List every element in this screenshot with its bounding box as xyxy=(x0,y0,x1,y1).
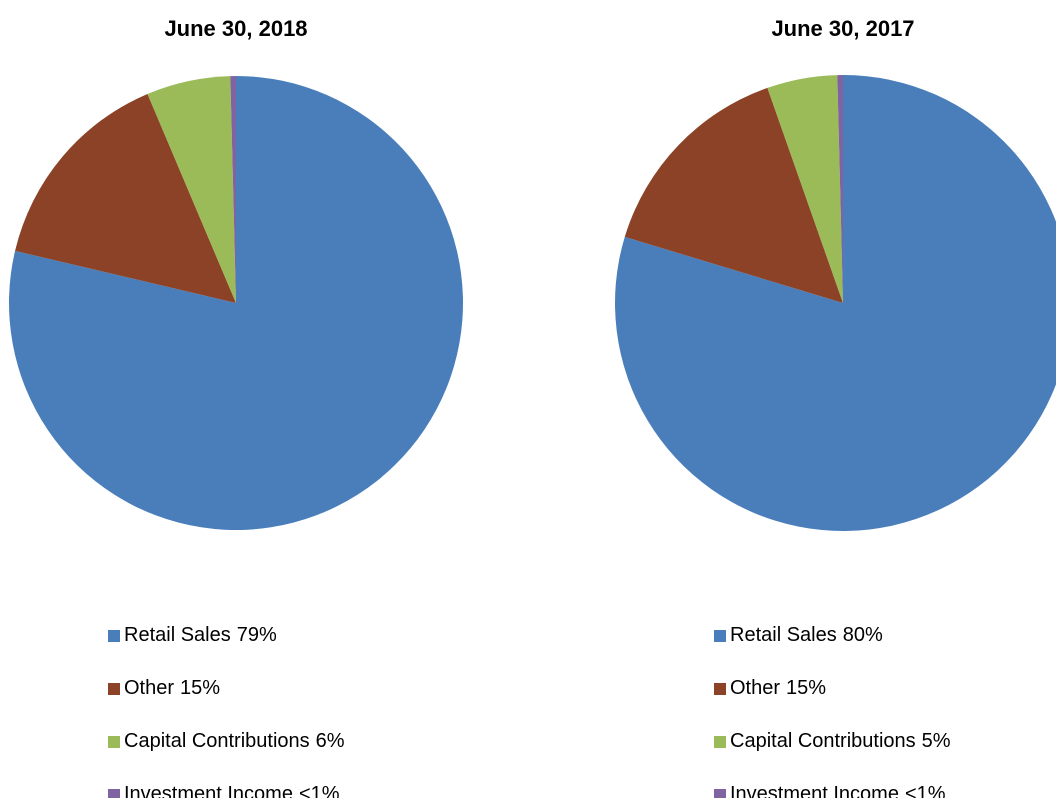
pie-slice xyxy=(624,87,843,303)
legend-swatch xyxy=(108,789,120,798)
legend-label: Retail Sales 79% xyxy=(124,624,277,646)
legend-value: <1% xyxy=(299,783,340,798)
pie-slice xyxy=(837,75,843,303)
legend-swatch xyxy=(714,630,726,642)
chart-title: June 30, 2018 xyxy=(164,16,307,41)
pie-slice xyxy=(147,76,236,303)
legend-label: Other 15% xyxy=(124,677,220,699)
pie-slice xyxy=(615,75,1056,531)
pie-slice xyxy=(15,93,237,304)
legend-value: 6% xyxy=(316,730,345,752)
pie-slice xyxy=(230,76,236,303)
legend-label: Investment Income <1% xyxy=(730,783,946,798)
legend-swatch xyxy=(714,736,726,748)
legend-swatch xyxy=(714,789,726,798)
legend-category: Capital Contributions xyxy=(730,730,916,752)
legend-category: Other xyxy=(124,677,174,699)
legend-label: Capital Contributions 5% xyxy=(730,730,951,752)
legend-swatch xyxy=(108,683,120,695)
legend-label: Capital Contributions 6% xyxy=(124,730,345,752)
legend-category: Capital Contributions xyxy=(124,730,310,752)
legend-value: 15% xyxy=(180,677,220,699)
legend-label: Other 15% xyxy=(730,677,826,699)
legend-swatch xyxy=(108,630,120,642)
legend-value: 80% xyxy=(843,624,883,646)
pie-slice xyxy=(767,75,843,303)
legend-value: <1% xyxy=(905,783,946,798)
legend-category: Retail Sales xyxy=(730,624,837,646)
legend-swatch xyxy=(714,683,726,695)
chart-title: June 30, 2017 xyxy=(771,16,914,41)
legend-category: Investment Income xyxy=(730,783,899,798)
legend-label: Investment Income <1% xyxy=(124,783,340,798)
legend-category: Other xyxy=(730,677,780,699)
legend-category: Retail Sales xyxy=(124,624,231,646)
legend-swatch xyxy=(108,736,120,748)
legend-label: Retail Sales 80% xyxy=(730,624,883,646)
legend-value: 5% xyxy=(922,730,951,752)
legend-value: 79% xyxy=(237,624,277,646)
legend-value: 15% xyxy=(786,677,826,699)
legend-category: Investment Income xyxy=(124,783,293,798)
